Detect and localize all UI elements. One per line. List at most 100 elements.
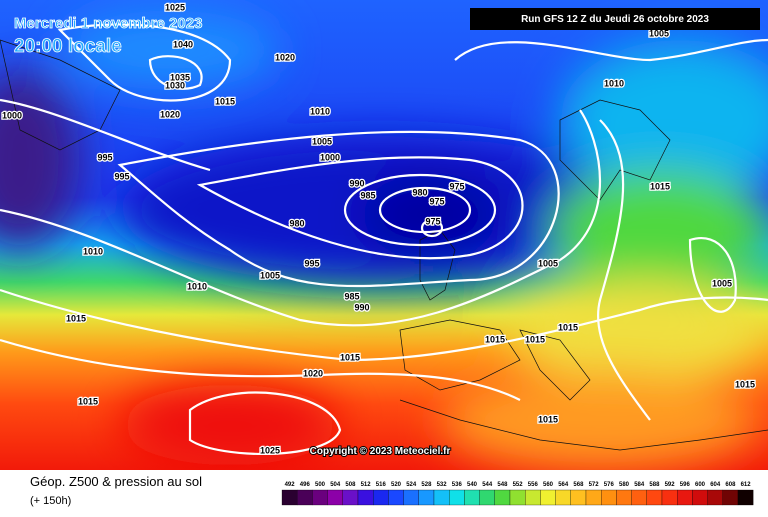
scale-swatch — [297, 489, 313, 506]
scale-swatch — [616, 489, 632, 506]
isobar-label: 1040 — [173, 39, 193, 49]
scale-label: 532 — [437, 482, 448, 488]
isobar-label: 1025 — [260, 445, 280, 455]
scale-swatch — [449, 489, 465, 506]
scale-swatch — [281, 489, 298, 506]
isobar-label: 1005 — [312, 136, 332, 146]
scale-swatch — [722, 489, 739, 506]
scale-label: 612 — [741, 482, 752, 488]
scale-swatch — [312, 489, 328, 506]
isobar-label: 1025 — [165, 2, 185, 12]
isobar-label: 1020 — [275, 52, 295, 62]
isobar-label: 980 — [289, 218, 304, 228]
isobar-label: 1015 — [650, 181, 670, 191]
isobar-label: 1015 — [525, 334, 545, 344]
scale-swatch — [525, 489, 541, 506]
scale-swatch — [692, 489, 708, 506]
isobar-label: 995 — [304, 258, 319, 268]
isobar-label: 995 — [97, 152, 112, 162]
run-info: Run GFS 12 Z du Jeudi 26 octobre 2023 — [521, 14, 709, 25]
scale-swatch — [646, 489, 663, 506]
scale-label: 540 — [467, 482, 478, 488]
scale-swatch — [373, 489, 389, 506]
field-shading — [0, 10, 768, 470]
isobar-label: 1010 — [83, 246, 103, 256]
scale-swatch — [661, 489, 678, 506]
scale-swatch — [601, 489, 617, 506]
scale-label: 508 — [345, 482, 356, 488]
scale-label: 600 — [695, 482, 706, 488]
isobar-label: 1015 — [215, 96, 235, 106]
scale-label: 568 — [573, 482, 584, 488]
scale-swatch — [677, 489, 693, 506]
isobars — [0, 23, 768, 456]
isobar-label: 1015 — [538, 414, 558, 424]
scale-label: 560 — [543, 482, 554, 488]
isobar-label: 1010 — [310, 106, 330, 116]
isobar-label: 985 — [344, 291, 359, 301]
scale-swatch — [479, 489, 495, 506]
isobar-label: 1035 — [170, 72, 190, 82]
scale-swatch — [418, 489, 435, 506]
scale-swatch — [555, 489, 571, 506]
scale-swatch — [464, 489, 480, 506]
scale-label: 556 — [528, 482, 539, 488]
color-scale: 492 496 500 504 508 512 516 520 524 528 532 536 540 5… — [281, 482, 754, 506]
valid-time: 20:00 locale — [14, 36, 122, 57]
scale-label: 572 — [589, 482, 600, 488]
isobar-label: 1005 — [538, 258, 558, 268]
scale-label: 588 — [649, 482, 660, 488]
scale-label: 608 — [725, 482, 736, 488]
isobar-label: 1010 — [187, 281, 207, 291]
scale-label: 536 — [452, 482, 463, 488]
scale-label: 492 — [285, 482, 296, 488]
scale-swatch — [585, 489, 602, 506]
scale-label: 576 — [604, 482, 615, 488]
scale-swatch — [388, 489, 404, 506]
scale-label: 528 — [421, 482, 432, 488]
run-banner — [470, 8, 760, 30]
scale-label: 604 — [710, 482, 721, 488]
isobar-label: 1000 — [320, 152, 340, 162]
scale-label: 564 — [558, 482, 569, 488]
isobar-label: 1020 — [303, 368, 323, 378]
scale-swatch — [707, 489, 723, 506]
scale-swatch — [357, 489, 374, 506]
isobar-label: 980 — [412, 187, 427, 197]
scale-label: 592 — [665, 482, 676, 488]
isobar-label: 1015 — [485, 334, 505, 344]
scale-swatch — [509, 489, 526, 506]
isobar-label: 1015 — [735, 379, 755, 389]
isobar-label: 990 — [349, 178, 364, 188]
isobar-label: 1005 — [712, 278, 732, 288]
scale-label: 548 — [497, 482, 508, 488]
scale-label: 544 — [482, 482, 493, 488]
isobar-label: 1030 — [165, 80, 185, 90]
isobar-label: 975 — [429, 196, 444, 206]
scale-label: 512 — [361, 482, 372, 488]
scale-swatch — [631, 489, 647, 506]
isobar-label: 1000 — [2, 110, 22, 120]
copyright: Copyright © 2023 Meteociel.fr — [310, 446, 451, 457]
isobar-label: 1010 — [604, 78, 624, 88]
scale-label: 504 — [330, 482, 341, 488]
isobar-label: 990 — [354, 302, 369, 312]
isobar-label: 1005 — [649, 28, 669, 38]
scale-label: 500 — [315, 482, 326, 488]
forecast-lead: (+ 150h) — [30, 495, 71, 507]
isobar-label: 1020 — [160, 109, 180, 119]
scale-label: 496 — [300, 482, 311, 488]
scale-swatch — [540, 489, 556, 506]
scale-swatch — [403, 489, 419, 506]
scale-label: 552 — [513, 482, 524, 488]
scale-label: 584 — [634, 482, 645, 488]
scale-label: 520 — [391, 482, 402, 488]
isobar-label: 995 — [114, 171, 129, 181]
isobar-label: 1015 — [78, 396, 98, 406]
isobar-label: 1015 — [66, 313, 86, 323]
isobar-label: 1015 — [340, 352, 360, 362]
scale-label: 580 — [619, 482, 630, 488]
